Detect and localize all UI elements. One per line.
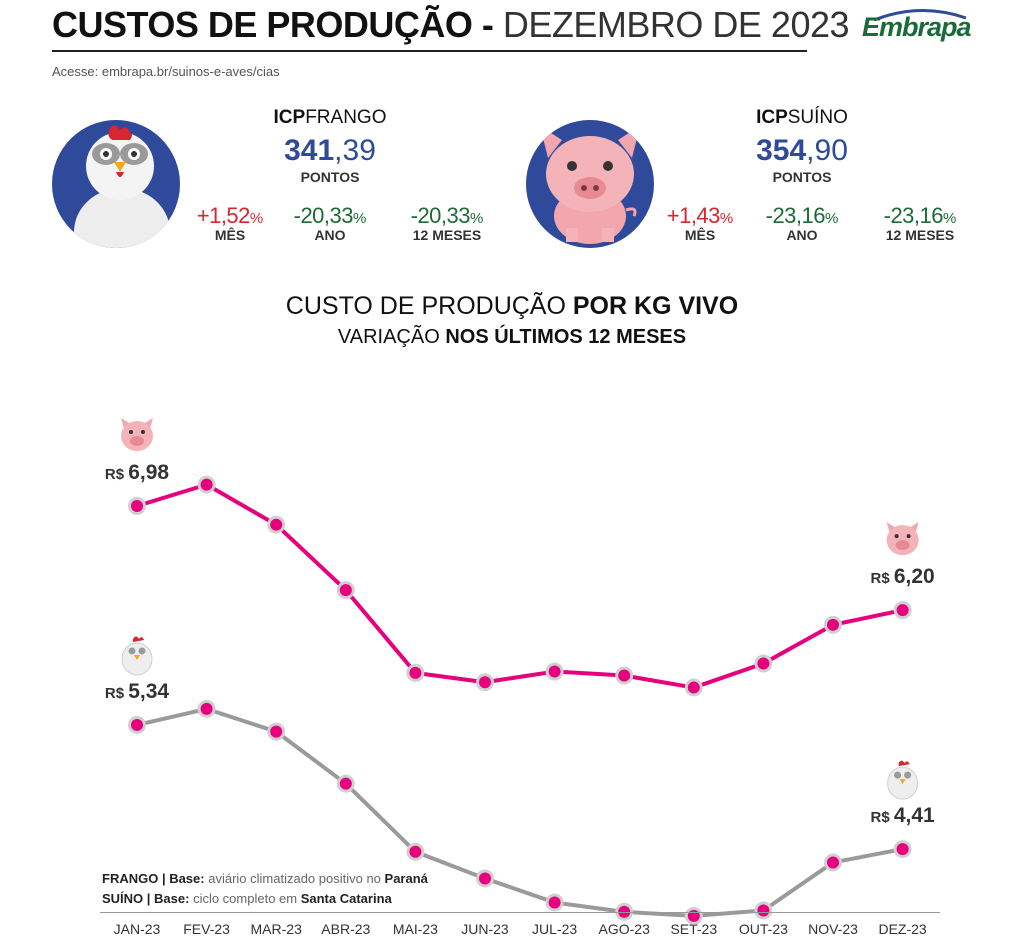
pig-eye: [906, 534, 911, 539]
page-title: CUSTOS DE PRODUÇÃO - DEZEMBRO DE 2023: [52, 4, 850, 46]
icp-suino-title: ICPSUÍNO: [756, 107, 848, 128]
series-marker: [618, 669, 631, 682]
pig-eye: [129, 430, 133, 434]
series-value-label: R$ 5,34: [105, 680, 170, 703]
series-marker: [479, 872, 491, 885]
x-tick-label: MAR-23: [251, 921, 303, 937]
icp-suino-unit: PONTOS: [772, 169, 832, 185]
chicken-icon: [887, 760, 919, 800]
pig-eye: [894, 534, 899, 539]
series-marker: [339, 584, 352, 597]
series-marker: [131, 500, 143, 512]
x-tick-label: OUT-23: [739, 921, 788, 937]
series-marker: [827, 618, 839, 631]
series-marker: [479, 676, 491, 689]
series-line-0: [136, 482, 904, 690]
icp-frango-unit: PONTOS: [300, 169, 360, 185]
icp-suino-value: 354,90: [756, 134, 848, 167]
series-marker: [827, 856, 839, 869]
title-main-text: CUSTOS DE PRODUÇÃO: [52, 4, 473, 45]
title-separator: -: [472, 4, 503, 45]
series-marker: [687, 681, 700, 694]
chicken-eye: [904, 771, 912, 779]
chart-subtitle: VARIAÇÃO NOS ÚLTIMOS 12 MESES: [337, 326, 687, 348]
series-marker: [896, 843, 909, 856]
chicken-comb: [133, 636, 144, 642]
series-value-label: R$ 6,20: [870, 565, 934, 588]
x-tick-label: JUN-23: [461, 921, 509, 937]
chicken-comb: [898, 760, 910, 767]
pig-snout: [130, 436, 144, 446]
x-tick-label: NOV-23: [808, 921, 858, 937]
embrapa-logo: Embrapa: [862, 12, 972, 42]
series-line-1: [136, 706, 903, 918]
pig-icon: [121, 418, 153, 451]
title-underline: [52, 50, 807, 52]
series-marker: [131, 718, 143, 731]
series-marker: [548, 665, 561, 678]
x-axis-line: [100, 912, 940, 913]
chart-notes: FRANGO | Base: aviário climatizado posit…: [102, 869, 428, 909]
x-tick-label: SET-23: [670, 921, 717, 937]
chart-title: CUSTO DE PRODUÇÃO POR KG VIVO: [285, 292, 739, 320]
pig-ear: [886, 522, 897, 537]
pig-ear: [143, 418, 153, 432]
chicken-eye: [138, 647, 146, 655]
pig-ear: [908, 522, 919, 537]
suino-var-12m: -23,16% 12 MESES: [883, 203, 957, 243]
title-subtitle: DEZEMBRO DE 2023: [502, 4, 850, 45]
x-tick-label: MAI-23: [393, 921, 438, 937]
series-marker: [409, 845, 422, 858]
x-tick-label: FEV-23: [183, 921, 230, 937]
series-marker: [270, 518, 283, 531]
frango-var-12m: -20,33% 12 MESES: [410, 203, 484, 243]
chicken-badge-icon: [52, 120, 180, 248]
series-value-label: R$ 4,41: [870, 804, 935, 827]
x-tick-label: AGO-23: [599, 921, 651, 937]
series-marker: [548, 896, 561, 909]
pig-ear: [121, 418, 131, 432]
logo-arc-icon: [873, 9, 967, 22]
icp-frango-value: 341,39: [284, 134, 376, 167]
series-value-label: R$ 6,98: [105, 461, 170, 484]
icp-frango-title: ICPFRANGO: [273, 107, 387, 128]
series-marker: [896, 604, 909, 617]
access-link[interactable]: Acesse: embrapa.br/suinos-e-aves/cias: [52, 64, 280, 79]
pig-badge-icon: [526, 120, 654, 248]
suino-var-year: -23,16% ANO: [765, 203, 839, 243]
series-marker: [757, 904, 770, 917]
series-marker: [409, 666, 422, 679]
chicken-eye: [894, 771, 902, 779]
suino-var-month: +1,43% MÊS: [666, 203, 734, 243]
series-marker: [200, 478, 213, 491]
note-frango: FRANGO | Base: aviário climatizado posit…: [102, 871, 428, 886]
pig-icon: [886, 522, 919, 556]
x-tick-label: JAN-23: [114, 921, 161, 937]
chicken-beak: [899, 779, 906, 785]
x-tick-label: ABR-23: [321, 921, 370, 937]
series-marker: [618, 905, 631, 918]
series-marker: [270, 725, 283, 738]
x-tick-label: JUL-23: [532, 921, 577, 937]
series-marker: [339, 777, 352, 790]
pig-eye: [141, 430, 145, 434]
chicken-beak: [134, 654, 140, 660]
chicken-icon: [121, 636, 153, 676]
note-suino: SUÍNO | Base: ciclo completo em Santa Ca…: [102, 891, 392, 906]
chicken-eye: [128, 647, 136, 655]
frango-var-month: +1,52% MÊS: [196, 203, 264, 243]
x-tick-label: DEZ-23: [878, 921, 926, 937]
series-marker: [757, 657, 770, 670]
frango-var-year: -20,33% ANO: [293, 203, 367, 243]
series-marker: [200, 702, 213, 715]
pig-snout: [895, 540, 910, 551]
